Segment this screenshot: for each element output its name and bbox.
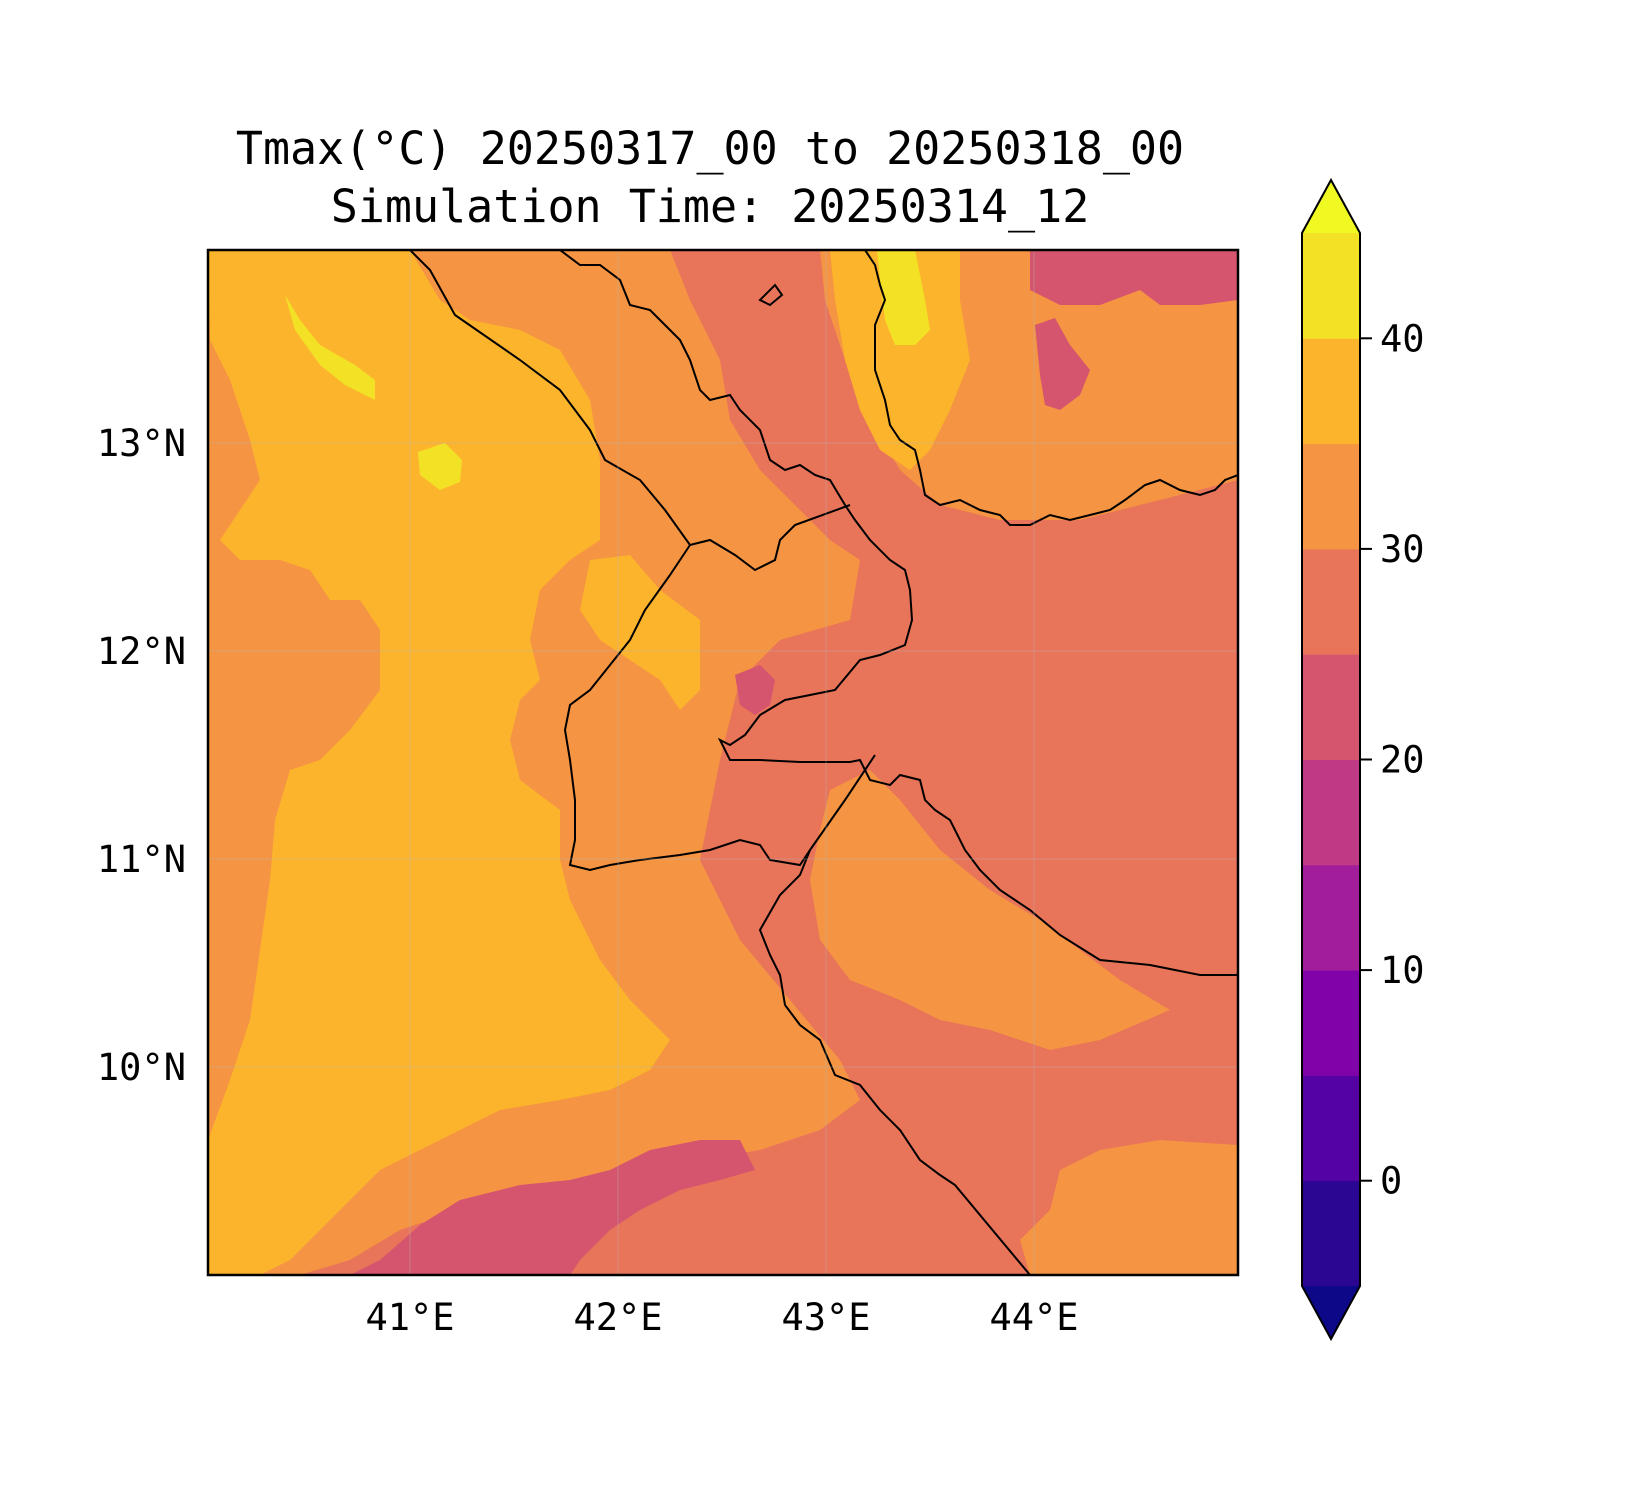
map-title: Tmax(°C) 20250317_00 to 20250318_00 [235, 122, 1185, 175]
coastlines-borders [409, 250, 1238, 1275]
colorbar-level-1 [1302, 1075, 1360, 1182]
band-35-40-northeast [830, 250, 970, 470]
colorbar-level-9 [1302, 233, 1360, 339]
colorbar-level-4 [1302, 759, 1360, 866]
colorbar-tick-label: 20 [1380, 739, 1425, 782]
band-20-25-northeast [1030, 250, 1238, 305]
lat-tick-12n: 12°N [97, 630, 186, 673]
lat-tick-13n: 13°N [97, 422, 186, 465]
coastline-red-sea-east [864, 250, 1238, 526]
lon-tick-43e: 43°E [781, 1296, 870, 1339]
colorbar-level-5 [1302, 654, 1360, 760]
band-40-45-c [877, 250, 930, 345]
band-20-25-small [735, 665, 775, 715]
colorbar-level-2 [1302, 970, 1360, 1076]
colorbar-level-0 [1302, 1180, 1360, 1287]
island-red-sea [758, 283, 784, 307]
coastline-red-sea-west [559, 250, 1238, 976]
map-frame [206, 248, 1240, 1277]
colorbar-tick-label: 30 [1380, 528, 1425, 571]
band-35-40-mid [580, 555, 700, 710]
map-subtitle: Simulation Time: 20250314_12 [330, 180, 1090, 233]
lat-tick-11n: 11°N [97, 838, 186, 881]
gridlines [208, 250, 1238, 1275]
band-20-25-ne-blob [1035, 318, 1090, 410]
band-20-25-south [350, 1140, 755, 1275]
colorbar-extend-under [1302, 1286, 1360, 1339]
band-30-35-southeast [810, 770, 1170, 1050]
colorbar-level-7 [1302, 443, 1360, 550]
colorbar-extend-over [1302, 180, 1360, 233]
colorbar-tick-label: 40 [1380, 317, 1425, 360]
colorbar-level-3 [1302, 864, 1360, 971]
contour-fill [208, 250, 1238, 1275]
band-35-40-west [208, 250, 670, 1275]
colorbar-level-6 [1302, 548, 1360, 655]
border-djibouti-west [563, 544, 811, 872]
colorbar-outline [1301, 177, 1361, 1342]
lon-tick-44e: 44°E [989, 1296, 1078, 1339]
band-40-45-a [285, 295, 375, 400]
band-30-35-south-east-corner [1020, 1140, 1238, 1275]
border-somaliland-ethiopia [758, 754, 1031, 1275]
colorbar-level-8 [1302, 338, 1360, 445]
border-eritrea-ethiopia [409, 250, 851, 572]
lon-tick-42e: 42°E [573, 1296, 662, 1339]
colorbar-tick-label: 0 [1380, 1160, 1402, 1203]
colorbar: 40 30 20 10 0 [1301, 177, 1425, 1342]
colorbar-tick-label: 10 [1380, 949, 1425, 992]
lon-tick-41e: 41°E [365, 1296, 454, 1339]
lat-tick-10n: 10°N [97, 1046, 186, 1089]
band-40-45-b [418, 443, 462, 490]
